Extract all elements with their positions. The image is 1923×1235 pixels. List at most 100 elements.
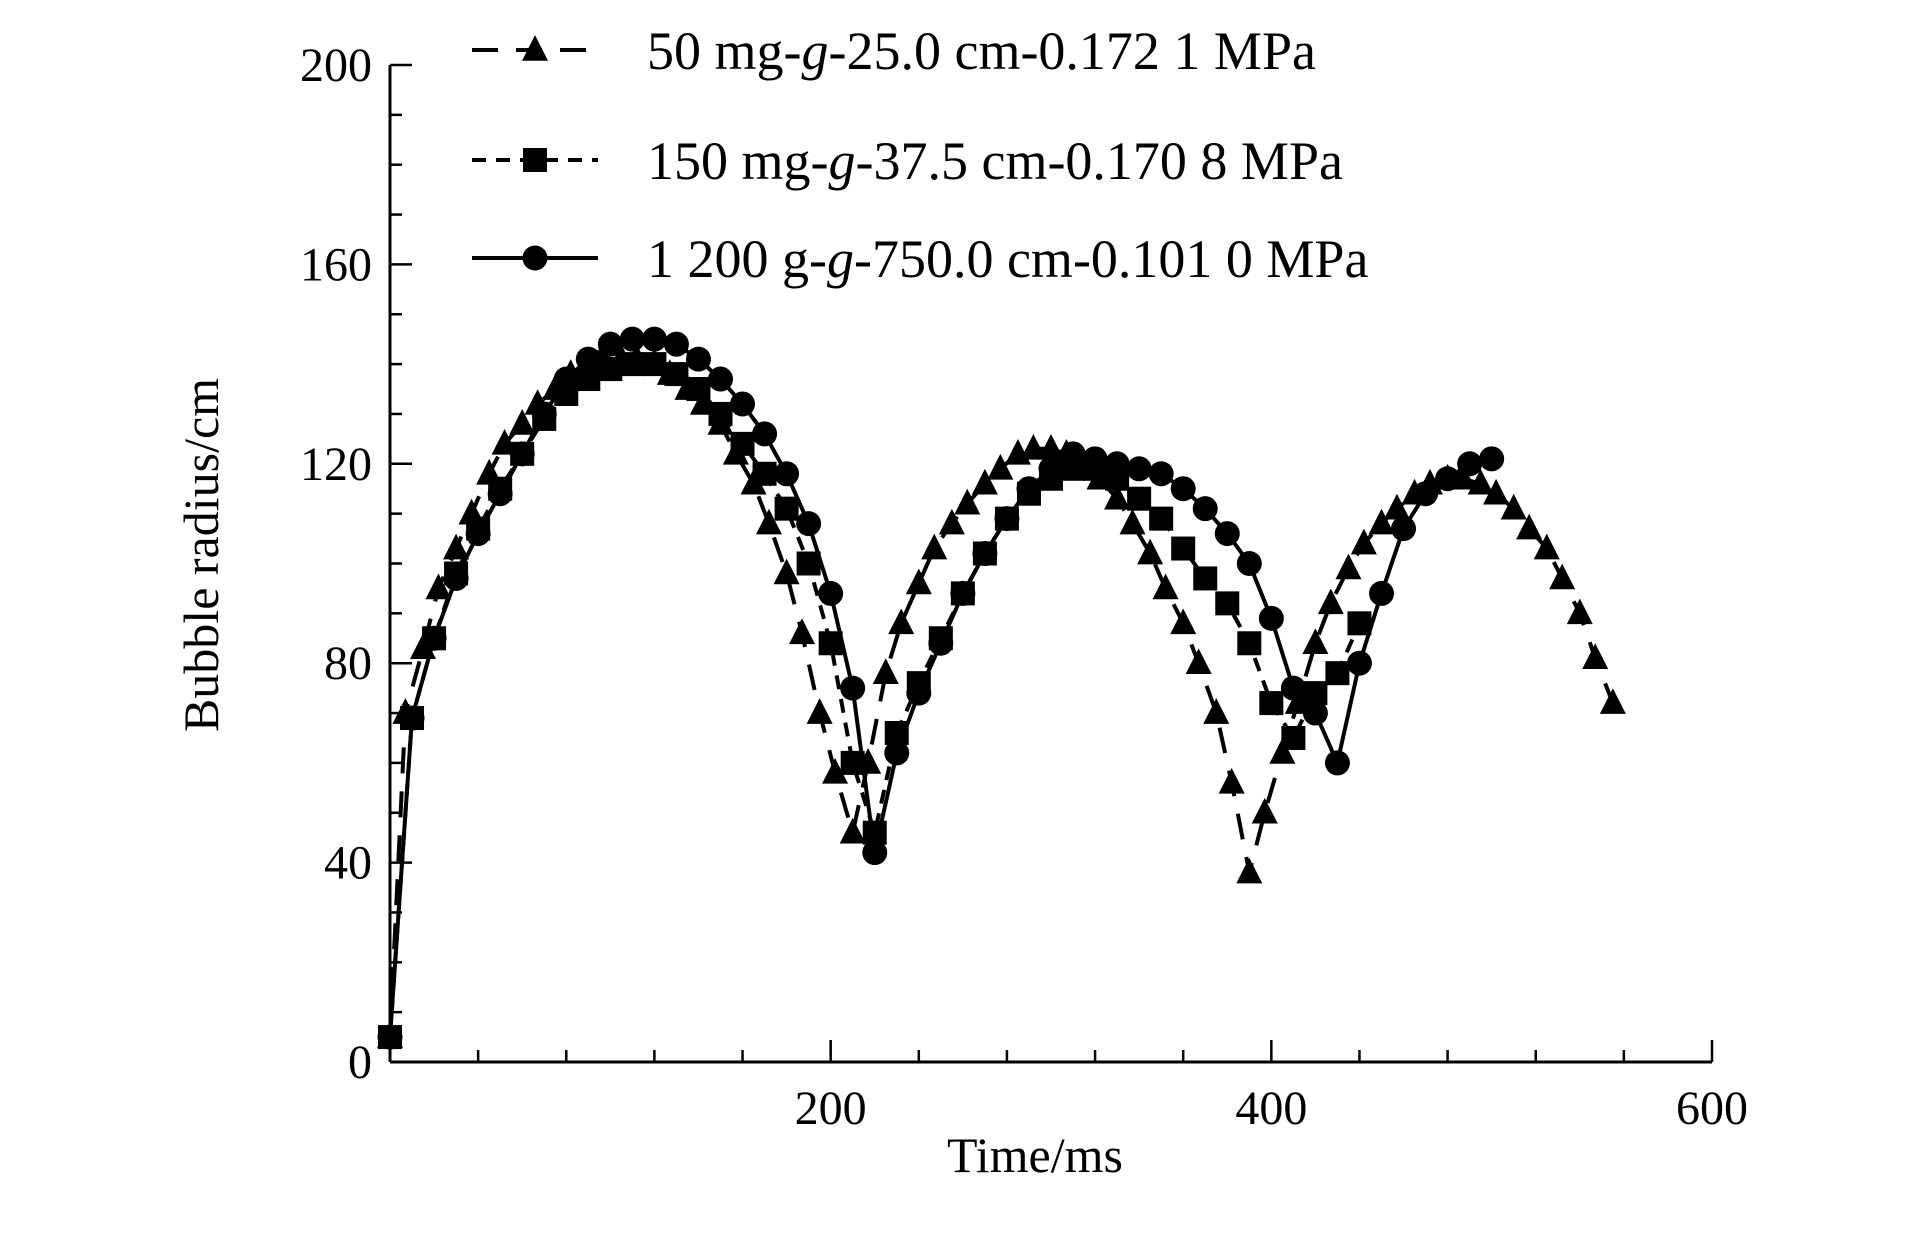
circle-marker (1413, 481, 1439, 507)
circle-marker (1214, 521, 1240, 547)
circle-marker (421, 625, 447, 651)
square-marker (1193, 566, 1218, 591)
circle-marker (1236, 551, 1262, 576)
square-marker (1237, 631, 1262, 656)
circle-marker (465, 521, 491, 547)
circle-marker (1346, 650, 1372, 676)
square-marker (1281, 725, 1306, 750)
triangle-marker (1383, 493, 1410, 520)
legend-label-part: -750.0 cm-0.101 0 MPa (854, 229, 1368, 289)
triangle-marker (1599, 688, 1626, 714)
triangle-marker (905, 568, 932, 595)
triangle-marker (888, 608, 915, 635)
square-marker (664, 362, 689, 387)
square-marker (752, 461, 777, 486)
circle-marker (377, 1024, 403, 1050)
y-tick-label: 40 (324, 837, 372, 890)
circle-marker (1170, 476, 1196, 502)
series-triangle (377, 344, 1626, 1048)
circle-marker (575, 346, 601, 372)
triangle-marker (1170, 608, 1197, 635)
circle-marker (774, 461, 800, 487)
legend-label-part: g (829, 131, 856, 191)
triangle-marker (822, 757, 849, 784)
triangle-marker (789, 618, 816, 645)
y-tick-label: 120 (300, 438, 372, 491)
square-marker (730, 431, 755, 456)
circle-marker (840, 675, 866, 701)
legend-label-part: 50 mg- (647, 21, 802, 81)
triangle-marker (987, 453, 1014, 480)
circle-marker (1016, 476, 1042, 502)
series-layer (377, 326, 1626, 1050)
legend-label-part: 150 mg- (647, 131, 829, 191)
circle-marker (531, 401, 557, 427)
circle-marker (1060, 441, 1086, 467)
legend-label-part: g (827, 229, 854, 289)
circle-marker (1104, 451, 1130, 477)
triangle-marker (1302, 628, 1329, 655)
circle-marker (1192, 496, 1218, 522)
circle-marker (487, 481, 513, 507)
triangle-marker (938, 508, 965, 535)
square-marker (620, 352, 645, 377)
square-marker (1149, 506, 1174, 531)
axes-layer: 0 40 80 120 160 200 200 400 600 (300, 39, 1748, 1135)
triangle-marker (1368, 508, 1395, 535)
circle-marker (1302, 700, 1328, 726)
square-marker (1171, 536, 1196, 561)
circle-marker (1435, 466, 1461, 492)
triangle-marker (872, 658, 899, 684)
circle-marker (730, 391, 756, 417)
legend-label-part: 1 200 g- (647, 229, 827, 289)
legend-label-part: g (802, 21, 829, 81)
square-marker (598, 357, 623, 382)
y-axis-title: Bubble radius/cm (173, 378, 229, 732)
circle-marker (685, 346, 711, 372)
x-axis-title: Time/ms (947, 1127, 1123, 1183)
circle-marker (522, 245, 548, 271)
y-tick-label: 160 (300, 238, 372, 291)
square-marker (642, 352, 667, 377)
circle-marker (818, 580, 844, 606)
series-line (388, 362, 1362, 1038)
triangle-marker (1269, 738, 1296, 764)
triangle-marker (1236, 857, 1263, 884)
triangle-marker (1317, 588, 1344, 615)
legend-label: 50 mg-g-25.0 cm-0.172 1 MPa (647, 21, 1316, 81)
square-marker (774, 496, 799, 521)
circle-marker (443, 565, 469, 591)
circle-marker (399, 705, 425, 731)
triangle-marker (1533, 533, 1560, 560)
triangle-marker (1350, 528, 1377, 555)
circle-marker (972, 541, 998, 567)
circle-marker (884, 740, 910, 766)
triangle-marker (1104, 483, 1131, 510)
circle-marker (509, 441, 535, 467)
circle-marker (928, 630, 954, 656)
circle-marker (1457, 451, 1483, 477)
triangle-marker (1467, 468, 1494, 495)
triangle-marker (1218, 767, 1245, 794)
square-marker (1259, 691, 1284, 716)
x-tick-label: 600 (1676, 1082, 1748, 1135)
circle-marker (796, 511, 822, 537)
circle-marker (1148, 461, 1174, 487)
legend-entry: 50 mg-g-25.0 cm-0.172 1 MPa (472, 21, 1316, 81)
triangle-marker (1251, 797, 1278, 824)
square-marker (686, 377, 711, 402)
y-tick-label: 0 (348, 1036, 372, 1089)
triangle-marker (839, 817, 866, 844)
circle-marker (1038, 456, 1064, 482)
legend-label-part: -37.5 cm-0.170 8 MPa (856, 131, 1343, 191)
series-circle (377, 326, 1505, 1050)
circle-marker (1280, 675, 1306, 701)
triangle-marker (1549, 563, 1576, 590)
circle-marker (1324, 750, 1350, 776)
legend-entry: 150 mg-g-37.5 cm-0.170 8 MPa (472, 131, 1343, 191)
triangle-marker (954, 488, 981, 515)
square-marker (1215, 591, 1240, 616)
triangle-marker (1152, 573, 1179, 600)
y-tick-label: 80 (324, 637, 372, 690)
square-marker (1127, 486, 1152, 511)
